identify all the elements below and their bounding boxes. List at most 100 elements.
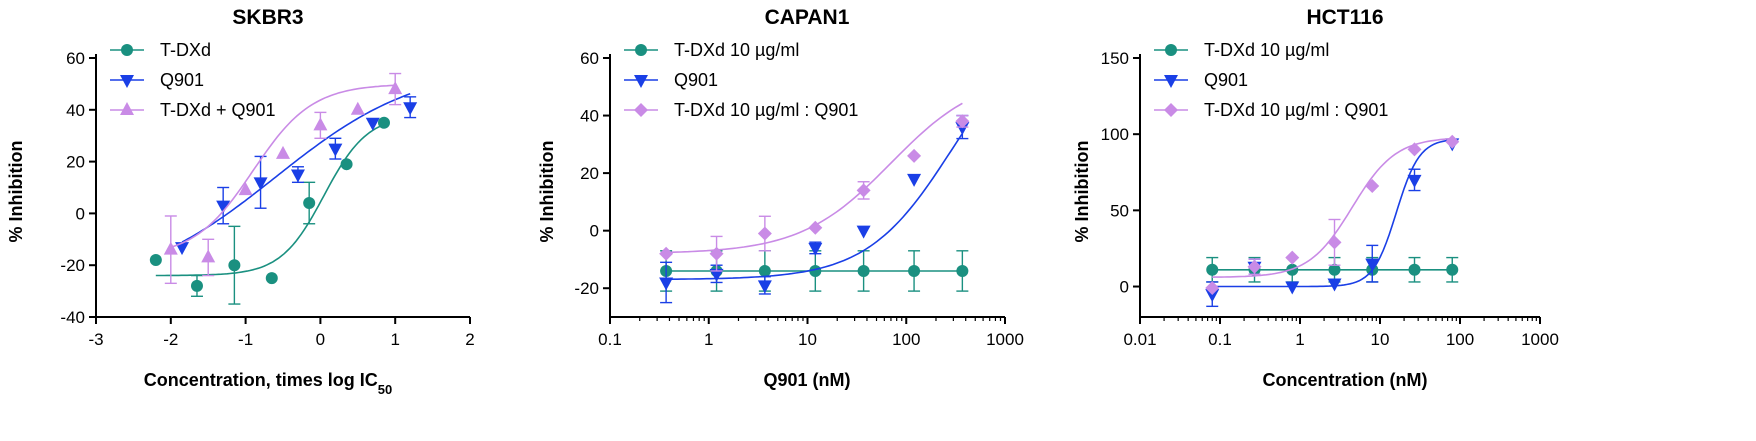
data-point [1408, 263, 1421, 276]
legend-label: Q901 [160, 70, 204, 90]
legend-marker [1164, 103, 1178, 117]
legend-marker [121, 44, 133, 56]
fit-curve [170, 84, 396, 249]
data-point [190, 279, 203, 292]
chart-title: HCT116 [1306, 6, 1383, 29]
data-point [1205, 281, 1220, 296]
y-tick-label: 100 [1101, 125, 1129, 144]
data-point [757, 280, 772, 294]
data-point [1445, 134, 1460, 149]
legend-marker [634, 75, 648, 88]
data-point [908, 264, 921, 277]
data-point [1365, 258, 1380, 272]
data-point [228, 259, 241, 272]
data-point [290, 169, 305, 183]
x-axis-label: Q901 (nM) [763, 370, 850, 390]
x-axis-label: Concentration, times log IC50 [144, 370, 393, 397]
series-t-dxd-10-g-ml-q901: T-DXd 10 µg/ml : Q901 [1154, 100, 1460, 296]
legend-label: T-DXd + Q901 [160, 100, 276, 120]
chart-skbr3: SKBR3 -40 -20 0 20 40 60 -3 -2 -1 0 1 2 Concentration… [6, 6, 475, 397]
y-tick-label: 50 [1110, 201, 1129, 220]
data-point [856, 183, 871, 198]
data-point [1446, 263, 1459, 276]
fit-curve [1212, 137, 1453, 278]
chart-hct116: HCT116 0 50 100 150 0.01 0.1 1 10 100 1000 Concentr… [1072, 6, 1559, 390]
data-point [856, 225, 871, 239]
x-tick-label: 1 [1295, 330, 1304, 349]
legend-marker [1165, 44, 1177, 56]
data-point [303, 197, 316, 210]
data-point [1328, 263, 1341, 276]
data-point [149, 254, 162, 267]
x-tick-label: 1 [704, 330, 713, 349]
data-point [388, 81, 403, 95]
x-tick-label: 100 [892, 330, 920, 349]
y-tick-label: 0 [590, 222, 599, 241]
data-point [757, 226, 772, 241]
legend-label: T-DXd 10 µg/ml [1204, 40, 1329, 60]
data-point [377, 116, 390, 129]
legend-marker [634, 103, 648, 117]
data-point [365, 117, 380, 131]
data-point [276, 145, 290, 159]
y-axis-label: % Inhibition [6, 141, 26, 243]
legend-label: Q901 [674, 70, 718, 90]
series-t-dxd-10-g-ml-q901: T-DXd 10 µg/ml : Q901 [624, 100, 970, 272]
y-tick-label: 0 [76, 204, 85, 223]
y-tick-label: 20 [66, 153, 85, 172]
x-axis-label-subscript: 50 [378, 382, 392, 397]
data-point [201, 249, 216, 263]
data-point [857, 264, 870, 277]
y-tick-label: -20 [574, 279, 599, 298]
data-point [808, 220, 823, 235]
legend-label: T-DXd 10 µg/ml : Q901 [674, 100, 858, 120]
data-point [216, 200, 231, 214]
x-tick-label: 10 [798, 330, 817, 349]
x-tick-label: 10 [1371, 330, 1390, 349]
data-point [1327, 278, 1342, 292]
data-point [1365, 178, 1380, 193]
y-tick-label: 60 [66, 49, 85, 68]
data-point [659, 277, 674, 291]
data-point [1247, 259, 1262, 274]
data-point [808, 242, 823, 256]
x-tick-label: -3 [88, 330, 103, 349]
data-point [1285, 281, 1300, 295]
series-t-dxd: T-DXd [110, 40, 390, 305]
y-tick-label: 60 [580, 49, 599, 68]
x-tick-label: 0.01 [1123, 330, 1156, 349]
data-point [350, 101, 365, 115]
x-axis-label-text: Concentration, times log IC [144, 370, 378, 390]
fit-curve [181, 92, 411, 243]
data-point [313, 117, 328, 131]
y-axis-label: % Inhibition [1072, 141, 1092, 243]
y-tick-label: 40 [66, 101, 85, 120]
chart-capan1: CAPAN1 -20 0 20 40 60 0.1 1 10 100 1000 Q901 (nM) % … [537, 6, 1024, 390]
legend-marker [1164, 75, 1178, 88]
data-point [1205, 289, 1220, 303]
x-tick-label: 1000 [1521, 330, 1559, 349]
x-tick-label: 2 [465, 330, 474, 349]
data-point [758, 264, 771, 277]
legend-label: T-DXd 10 µg/ml : Q901 [1204, 100, 1388, 120]
data-point [238, 182, 253, 196]
data-point [175, 242, 190, 256]
x-tick-label: 0.1 [1208, 330, 1232, 349]
data-point [907, 148, 922, 163]
data-point [1206, 263, 1219, 276]
y-axis-label: % Inhibition [537, 141, 557, 243]
y-tick-label: -40 [60, 308, 85, 327]
data-point [709, 268, 724, 282]
data-point [955, 122, 970, 136]
y-tick-label: 150 [1101, 49, 1129, 68]
y-tick-label: 0 [1120, 278, 1129, 297]
data-point [328, 143, 343, 157]
legend-label: T-DXd [160, 40, 211, 60]
data-point [163, 241, 178, 255]
y-tick-label: -20 [60, 256, 85, 275]
data-point [1407, 142, 1422, 157]
legend-label: T-DXd 10 µg/ml [674, 40, 799, 60]
x-tick-label: -1 [238, 330, 253, 349]
series-q901: Q901 [624, 70, 970, 304]
